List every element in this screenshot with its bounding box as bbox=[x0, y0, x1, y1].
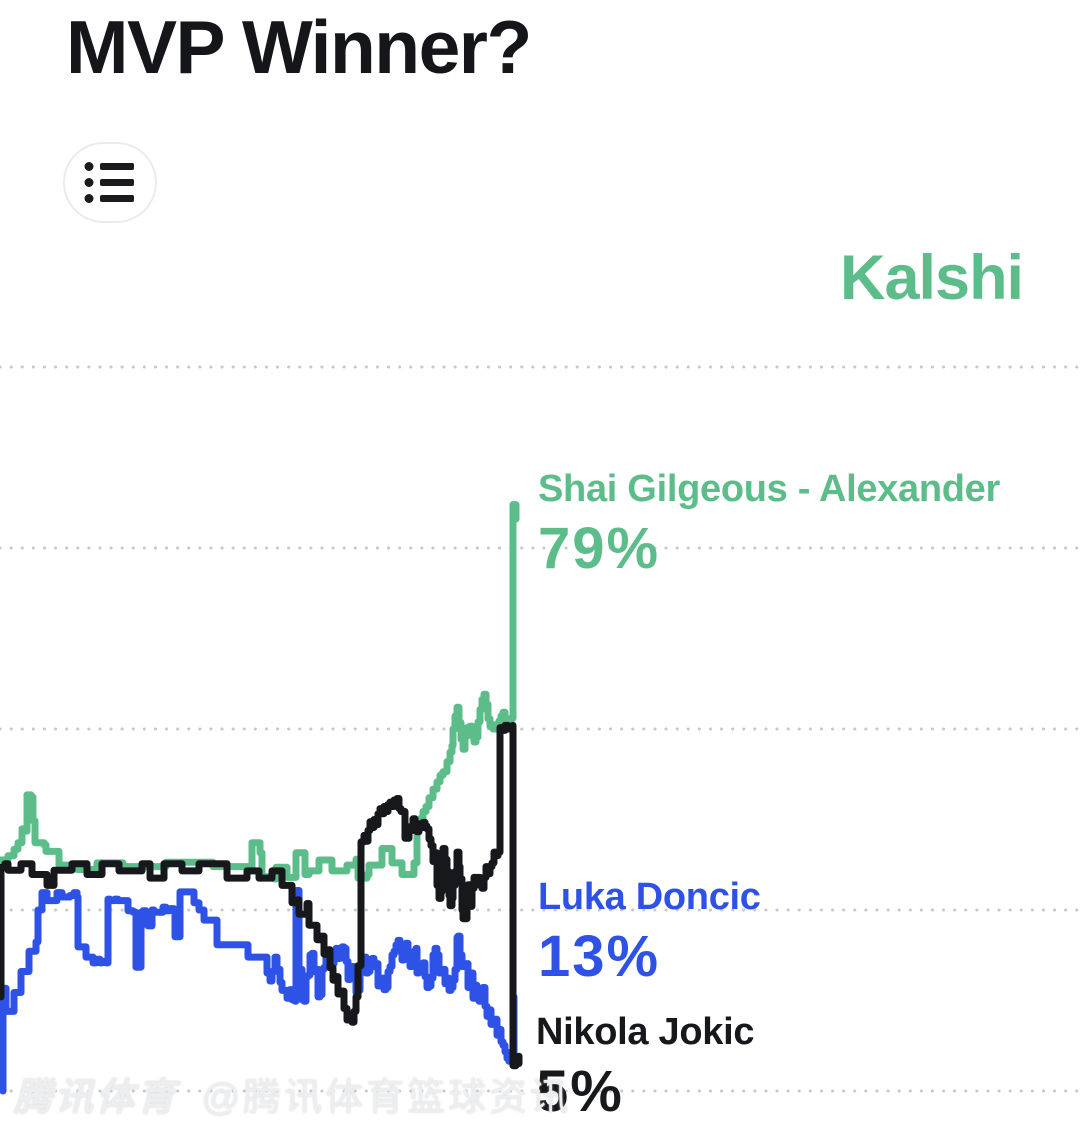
list-icon bbox=[84, 161, 134, 203]
series-value-luka: 13% bbox=[538, 923, 661, 989]
chart-gridlines bbox=[0, 365, 1080, 1093]
series-name-sga: Shai Gilgeous - Alexander bbox=[538, 468, 1000, 510]
series-value-sga: 79% bbox=[538, 515, 661, 581]
series-line-sga bbox=[0, 501, 520, 883]
series-line-luka bbox=[0, 887, 518, 1095]
kalshi-logo: Kalshi bbox=[840, 243, 1024, 313]
series-label-luka: Luka Doncic 13% bbox=[538, 876, 761, 989]
tencent-sports-watermark: 腾讯体育 @腾讯体育篮球资讯 bbox=[14, 1066, 571, 1121]
series-value-jokic: 5% bbox=[536, 1058, 624, 1124]
series-label-sga: Shai Gilgeous - Alexander 79% bbox=[538, 468, 1000, 581]
series-line-jokic bbox=[0, 721, 523, 1070]
series-name-luka: Luka Doncic bbox=[538, 876, 761, 918]
watermark-brand: 腾讯体育 bbox=[14, 1077, 179, 1119]
chart-series bbox=[0, 501, 523, 1095]
market-list-button[interactable] bbox=[63, 142, 157, 223]
page-title: MVP Winner? bbox=[66, 5, 532, 89]
watermark-handle: @腾讯体育篮球资讯 bbox=[201, 1077, 572, 1119]
series-label-jokic: Nikola Jokic 5% bbox=[536, 1011, 755, 1124]
series-name-jokic: Nikola Jokic bbox=[536, 1011, 755, 1053]
